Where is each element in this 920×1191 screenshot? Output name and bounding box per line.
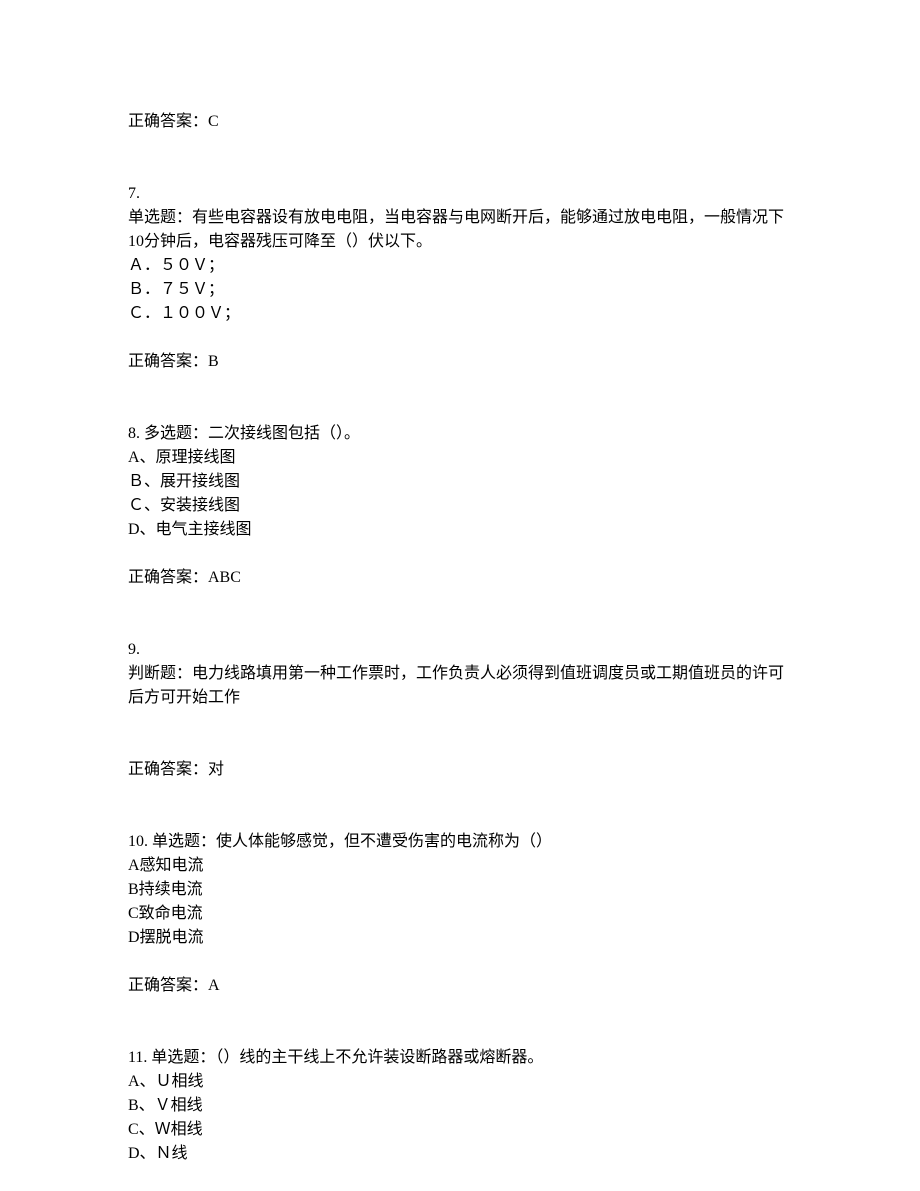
question-10-option-d: D摆脱电流 <box>128 926 790 950</box>
question-8-block: 8. 多选题：二次接线图包括（）。 A、原理接线图 Ｂ、展开接线图 Ｃ、安装接线… <box>128 422 790 590</box>
question-7-block: 7. 单选题：有些电容器设有放电电阻，当电容器与电网断开后，能够通过放电电阻，一… <box>128 182 790 374</box>
question-7-answer: 正确答案：B <box>128 353 219 370</box>
question-7-option-a: Ａ．５０Ｖ； <box>128 254 790 278</box>
question-10-option-a: A感知电流 <box>128 854 790 878</box>
question-11-option-c: C、Ｗ相线 <box>128 1118 790 1142</box>
question-9-answer: 正确答案：对 <box>128 761 224 778</box>
question-10-block: 10. 单选题：使人体能够感觉，但不遭受伤害的电流称为（） A感知电流 B持续电… <box>128 830 790 998</box>
question-10-header: 10. 单选题：使人体能够感觉，但不遭受伤害的电流称为（） <box>128 830 790 854</box>
question-8-answer: 正确答案：ABC <box>128 569 241 586</box>
answer-6-text: 正确答案：C <box>128 113 219 130</box>
question-8-option-a: A、原理接线图 <box>128 446 790 470</box>
question-9-block: 9. 判断题：电力线路填用第一种工作票时，工作负责人必须得到值班调度员或工期值班… <box>128 638 790 782</box>
question-8-option-c: Ｃ、安装接线图 <box>128 494 790 518</box>
question-7-num: 7. <box>128 182 790 206</box>
question-7-option-b: Ｂ．７５Ｖ； <box>128 278 790 302</box>
question-9-num: 9. <box>128 638 790 662</box>
question-10-answer: 正确答案：A <box>128 977 220 994</box>
question-7-text: 单选题：有些电容器设有放电电阻，当电容器与电网断开后，能够通过放电电阻，一般情况… <box>128 206 790 254</box>
question-11-option-d: D、Ｎ线 <box>128 1142 790 1166</box>
question-11-option-a: A、Ｕ相线 <box>128 1070 790 1094</box>
question-8-option-b: Ｂ、展开接线图 <box>128 470 790 494</box>
question-10-option-b: B持续电流 <box>128 878 790 902</box>
question-7-option-c: Ｃ．１００Ｖ； <box>128 302 790 326</box>
question-11-header: 11. 单选题：（）线的主干线上不允许装设断路器或熔断器。 <box>128 1046 790 1070</box>
question-10-option-c: C致命电流 <box>128 902 790 926</box>
question-11-block: 11. 单选题：（）线的主干线上不允许装设断路器或熔断器。 A、Ｕ相线 B、Ｖ相… <box>128 1046 790 1166</box>
question-9-text: 判断题：电力线路填用第一种工作票时，工作负责人必须得到值班调度员或工期值班员的许… <box>128 662 790 710</box>
question-8-option-d: D、电气主接线图 <box>128 518 790 542</box>
question-11-option-b: B、Ｖ相线 <box>128 1094 790 1118</box>
question-8-header: 8. 多选题：二次接线图包括（）。 <box>128 422 790 446</box>
answer-6-block: 正确答案：C <box>128 110 790 134</box>
